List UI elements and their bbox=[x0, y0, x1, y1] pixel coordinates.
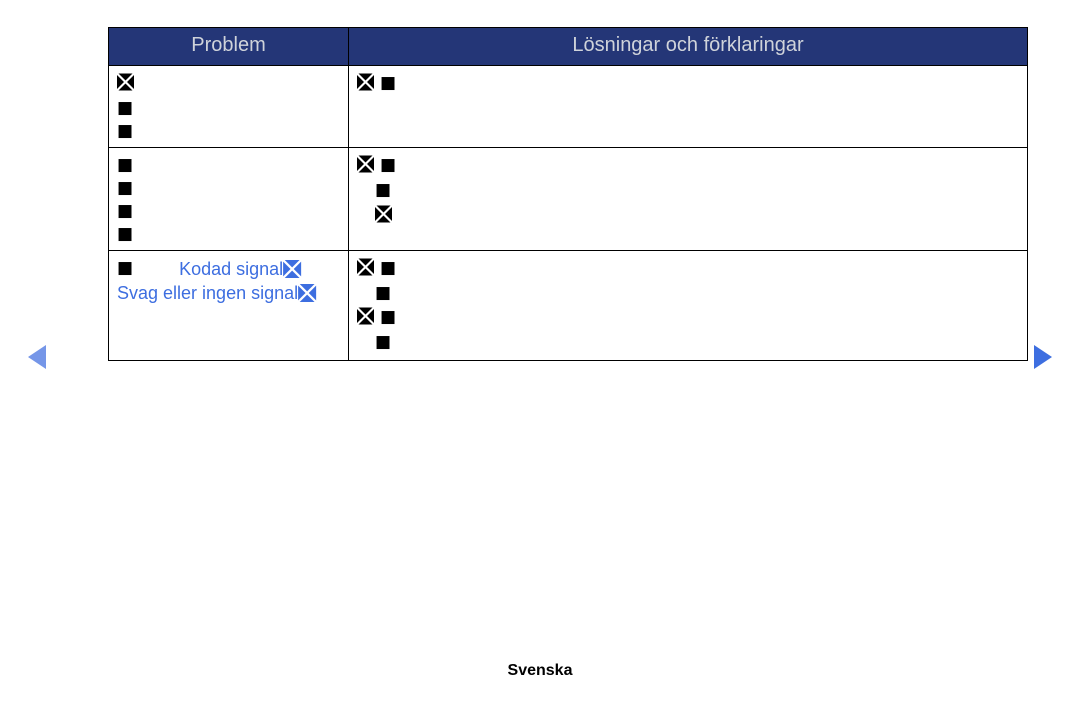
solution-cell: 🮽■ bbox=[349, 66, 1028, 148]
solution-text: ■ bbox=[380, 306, 1019, 329]
glyph-placeholder: ■ bbox=[117, 120, 340, 143]
troubleshooting-table-wrap: Problem Lösningar och förklaringar 🮽 ■ ■… bbox=[108, 27, 1028, 361]
glyph-placeholder: ■ bbox=[117, 257, 133, 281]
problem-cell: ■ ■ ■ ■ bbox=[109, 147, 349, 250]
solution-text: ■ bbox=[380, 154, 1019, 177]
glyph-placeholder: 🮽 bbox=[357, 154, 374, 177]
glyph-placeholder: 🮽 bbox=[357, 306, 374, 329]
table-row: ■ ■ ■ ■ 🮽■ ■ 🮽 bbox=[109, 147, 1028, 250]
glyph-placeholder: ■ bbox=[117, 154, 340, 177]
glyph-placeholder: ■ bbox=[117, 97, 340, 120]
problem-cell: ■ Kodad signal🮽 Svag eller ingen signal🮽 bbox=[109, 250, 349, 361]
solution-cell: 🮽■ ■ 🮽 bbox=[349, 147, 1028, 250]
solution-cell: 🮽■ ■ 🮽■ ■ bbox=[349, 250, 1028, 361]
glyph-placeholder: 🮽 bbox=[117, 72, 134, 95]
col-header-solutions: Lösningar och förklaringar bbox=[349, 28, 1028, 66]
glyph-placeholder: ■ bbox=[117, 200, 340, 223]
glyph-placeholder: ■ bbox=[117, 177, 340, 200]
footer-language: Svenska bbox=[0, 662, 1080, 680]
link-svag-eller-ingen-signal[interactable]: Svag eller ingen signal🮽 bbox=[117, 281, 316, 305]
glyph-placeholder: ■ bbox=[117, 223, 340, 246]
solution-text: ■ bbox=[380, 72, 1019, 95]
table-row: 🮽 ■ ■ 🮽■ bbox=[109, 66, 1028, 148]
glyph-placeholder: 🮽 bbox=[357, 72, 374, 95]
col-header-problem: Problem bbox=[109, 28, 349, 66]
troubleshooting-table: Problem Lösningar och förklaringar 🮽 ■ ■… bbox=[108, 27, 1028, 361]
prev-page-arrow[interactable] bbox=[28, 345, 46, 369]
link-kodad-signal[interactable]: Kodad signal🮽 bbox=[179, 257, 301, 281]
solution-text: ■ bbox=[375, 331, 1019, 354]
table-row: ■ Kodad signal🮽 Svag eller ingen signal🮽… bbox=[109, 250, 1028, 361]
solution-text: ■ bbox=[375, 179, 1019, 202]
next-page-arrow[interactable] bbox=[1034, 345, 1052, 369]
solution-text: ■ bbox=[380, 257, 1019, 280]
problem-cell: 🮽 ■ ■ bbox=[109, 66, 349, 148]
solution-text: ■ bbox=[375, 282, 1019, 305]
glyph-placeholder: 🮽 bbox=[357, 257, 374, 280]
solution-text: 🮽 bbox=[375, 204, 1019, 227]
